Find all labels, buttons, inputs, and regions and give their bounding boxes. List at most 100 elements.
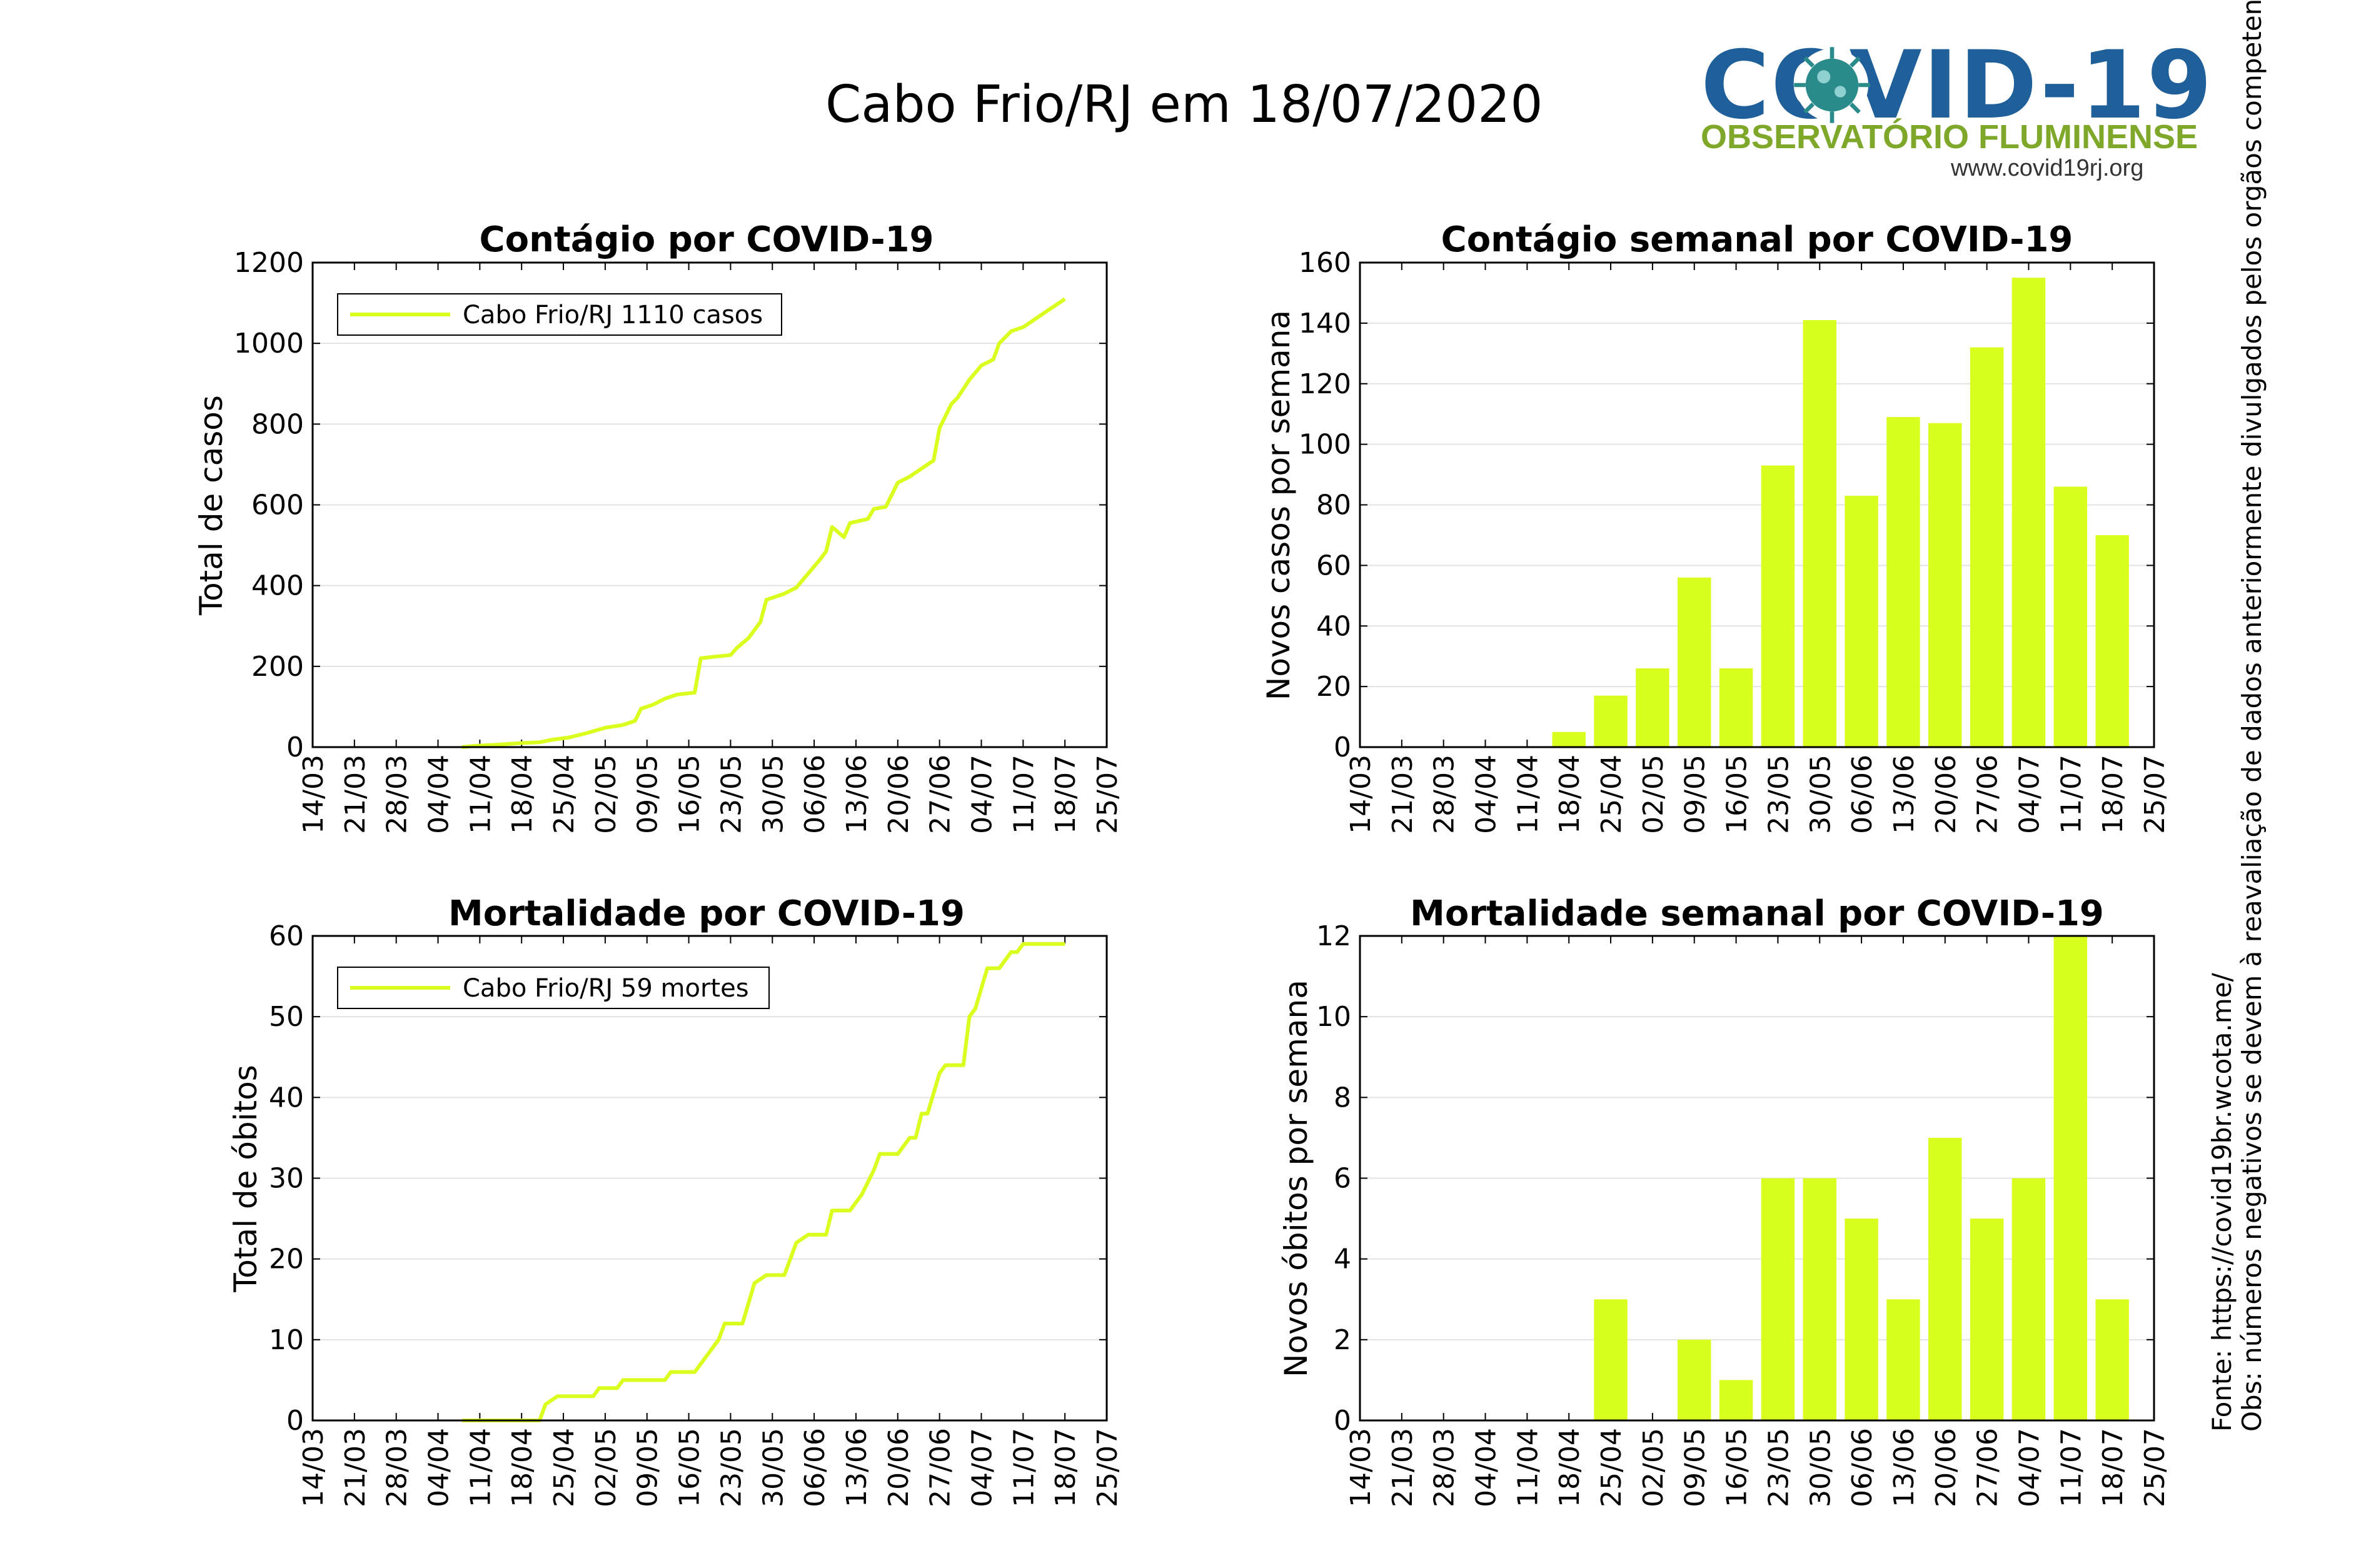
bar [2011,1178,2046,1420]
legend-label: Cabo Frio/RJ 59 mortes [463,974,749,1003]
x-tick-label: 04/04 [423,1428,455,1507]
plot-frame [1359,935,2155,1422]
y-tick-label: 800 [251,408,304,440]
bar [1761,465,1795,747]
x-tick-label: 20/06 [883,755,915,834]
x-tick-label: 11/07 [2055,1428,2087,1507]
bar [1886,417,1920,747]
x-tick-label: 02/05 [1638,1428,1669,1507]
plot-frame [311,261,1108,748]
bar [1928,423,1962,747]
x-tick-label: 02/05 [590,1428,622,1507]
x-tick-label: 16/05 [674,755,706,834]
x-tick-label: 23/05 [1763,1428,1795,1507]
x-tick-label: 18/04 [1554,755,1586,834]
x-tick-label: 21/03 [340,755,371,834]
bar [1845,1219,1878,1420]
x-tick-label: 25/07 [2139,1428,2171,1507]
y-tick-label: 0 [1334,1405,1351,1437]
chart-title: Mortalidade por COVID-19 [448,893,965,934]
x-tick-label: 04/07 [2013,755,2045,834]
y-axis-label: Novos óbitos por semana [1278,980,1314,1377]
y-tick-label: 20 [1316,671,1351,703]
virus-icon [1794,47,1870,123]
x-tick-label: 30/05 [757,1428,789,1507]
x-tick-label: 27/06 [925,1428,957,1507]
bar [1719,1380,1753,1420]
x-tick-label: 25/04 [1596,755,1628,834]
x-tick-label: 04/07 [966,1428,998,1507]
plot-frame [1359,261,2155,748]
x-tick-label: 21/03 [1387,755,1419,834]
x-tick-label: 13/06 [841,1428,873,1507]
logo-main-text: COVID-19 [1701,31,2213,140]
x-tick-label: 25/04 [1596,1428,1628,1507]
series-line [461,297,1066,749]
y-axis-label: Total de óbitos [228,1065,264,1293]
x-tick-label: 04/07 [2013,1428,2045,1507]
x-tick-label: 06/06 [799,755,831,834]
x-tick-label: 30/05 [1805,1428,1836,1507]
y-tick-label: 600 [251,490,304,521]
x-tick-label: 28/03 [381,755,413,834]
x-tick-label: 14/03 [298,1428,330,1507]
x-tick-label: 28/03 [1429,1428,1461,1507]
x-tick-label: 04/04 [1471,1428,1503,1507]
y-tick-label: 200 [251,651,304,683]
y-tick-label: 12 [1316,920,1351,952]
x-tick-label: 23/05 [715,755,747,834]
observatorio-logo: COVID-19 OBSERVATÓRIO FLUMINENSE www.cov… [1688,31,2212,188]
y-tick-label: 20 [269,1244,304,1275]
y-tick-label: 4 [1334,1244,1351,1275]
x-tick-label: 20/06 [1930,1428,1962,1507]
x-tick-label: 18/07 [1050,1428,1082,1507]
x-tick-label: 14/03 [298,755,330,834]
y-tick-label: 140 [1299,308,1351,339]
x-tick-label: 09/05 [1679,1428,1711,1507]
y-tick-label: 400 [251,570,304,602]
x-tick-label: 14/03 [1345,755,1377,834]
x-tick-label: 28/03 [381,1428,413,1507]
x-tick-label: 21/03 [340,1428,371,1507]
x-tick-label: 11/04 [1512,1428,1544,1507]
x-tick-label: 09/05 [632,1428,664,1507]
x-tick-label: 25/07 [1092,1428,1124,1507]
bar [2095,535,2129,747]
plot-frame [311,935,1108,1422]
x-tick-label: 18/07 [2097,755,2129,834]
bar [1803,320,1836,747]
x-tick-label: 11/07 [1008,755,1040,834]
x-tick-label: 11/04 [465,755,496,834]
x-tick-label: 23/05 [715,1428,747,1507]
x-tick-label: 23/05 [1763,755,1795,834]
x-tick-label: 13/06 [1888,755,1920,834]
y-tick-label: 10 [1316,1001,1351,1033]
y-axis-label: Total de casos [193,395,229,616]
bar [1761,1178,1795,1420]
y-tick-label: 0 [286,1405,304,1437]
chart-title: Mortalidade semanal por COVID-19 [1410,893,2104,934]
y-tick-label: 0 [1334,731,1351,763]
series-line [461,942,1065,1422]
y-tick-label: 1000 [234,328,304,359]
bar [1719,668,1753,747]
x-tick-label: 13/06 [841,755,873,834]
x-tick-label: 30/05 [757,755,789,834]
x-tick-label: 04/07 [966,755,998,834]
y-tick-label: 100 [1299,429,1351,461]
y-tick-label: 30 [269,1163,304,1195]
y-tick-label: 80 [1316,490,1351,521]
x-tick-label: 30/05 [1805,755,1836,834]
x-tick-label: 16/05 [1721,755,1753,834]
x-tick-label: 27/06 [1972,1428,2004,1507]
bar [1678,1339,1711,1420]
x-tick-label: 27/06 [1972,755,2004,834]
x-tick-label: 18/04 [1554,1428,1586,1507]
legend-label: Cabo Frio/RJ 1110 casos [463,301,763,329]
x-tick-label: 11/04 [465,1428,496,1507]
y-axis-label: Novos casos por semana [1261,310,1297,700]
logo-url: www.covid19rj.org [1951,155,2144,181]
